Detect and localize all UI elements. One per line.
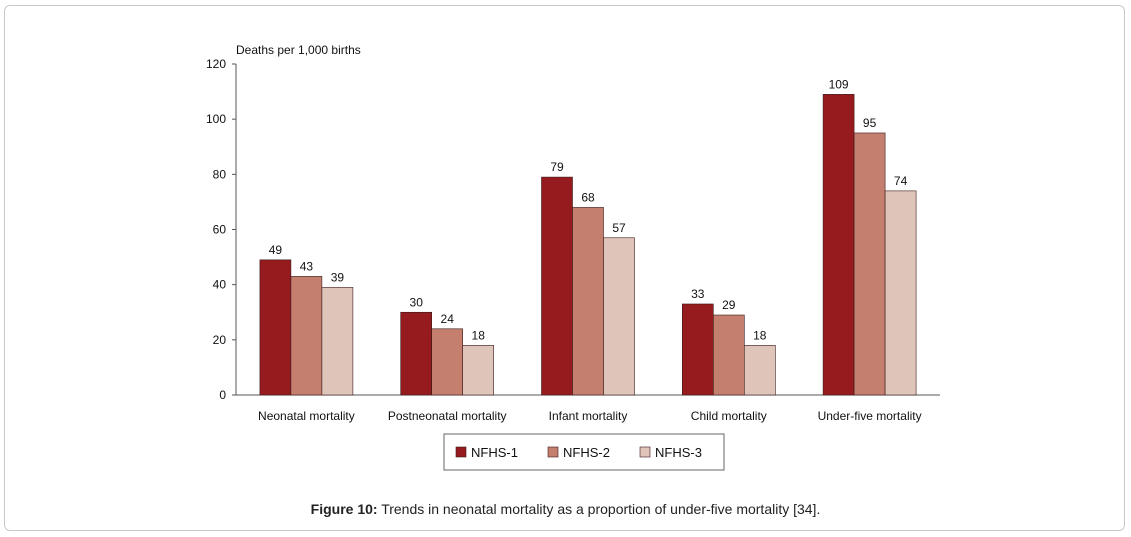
data-label: 39 [331,270,345,284]
data-label: 24 [441,312,455,326]
bar-nfhs-3 [462,345,495,396]
data-label: 49 [269,243,283,257]
category-label: Neonatal mortality [258,409,355,423]
y-tick-label: 20 [213,333,227,347]
bar-nfhs-2 [431,328,464,396]
bar-nfhs-1 [822,94,855,396]
category-label: Postneonatal mortality [388,409,507,423]
legend-label: NFHS-1 [471,445,518,460]
y-axis-title: Deaths per 1,000 births [236,43,361,57]
legend-swatch [639,446,651,458]
bar-nfhs-2 [853,132,886,396]
bar-nfhs-1 [259,259,292,396]
data-label: 68 [581,190,595,204]
data-label: 33 [691,287,705,301]
bar-nfhs-3 [743,345,776,396]
data-label: 18 [753,328,767,342]
bar-nfhs-1 [400,311,433,396]
bar-nfhs-3 [321,287,354,396]
category-label: Child mortality [691,409,767,423]
legend-swatch [455,446,467,458]
data-label: 79 [550,160,564,174]
caption-label: Figure 10: [310,501,378,517]
legend-label: NFHS-3 [655,445,702,460]
y-tick-label: 100 [206,112,226,126]
y-tick-label: 80 [213,167,227,181]
data-label: 29 [722,298,736,312]
legend-box [443,433,725,471]
bar-nfhs-3 [603,237,635,396]
bar-nfhs-2 [290,276,323,396]
bar-nfhs-3 [884,190,917,396]
bar-nfhs-1 [541,176,573,396]
data-label: 43 [300,259,314,273]
bar-nfhs-1 [681,303,714,396]
caption-text: Trends in neonatal mortality as a propor… [377,501,821,517]
category-label: Infant mortality [549,409,628,423]
legend-swatch [547,446,559,458]
data-label: 30 [410,295,424,309]
data-label: 18 [472,328,486,342]
data-label: 109 [829,77,849,91]
data-label: 95 [863,116,877,130]
data-label: 74 [894,174,908,188]
figure-caption: Figure 10: Trends in neonatal mortality … [0,501,1131,517]
data-label: 57 [612,221,626,235]
y-tick-label: 40 [213,278,227,292]
y-tick-label: 60 [213,223,227,237]
legend-label: NFHS-2 [563,445,610,460]
category-label: Under-five mortality [818,409,922,423]
bar-nfhs-2 [572,207,604,396]
bar-nfhs-2 [712,314,745,396]
y-tick-label: 0 [219,388,226,402]
y-tick-label: 120 [206,57,226,71]
